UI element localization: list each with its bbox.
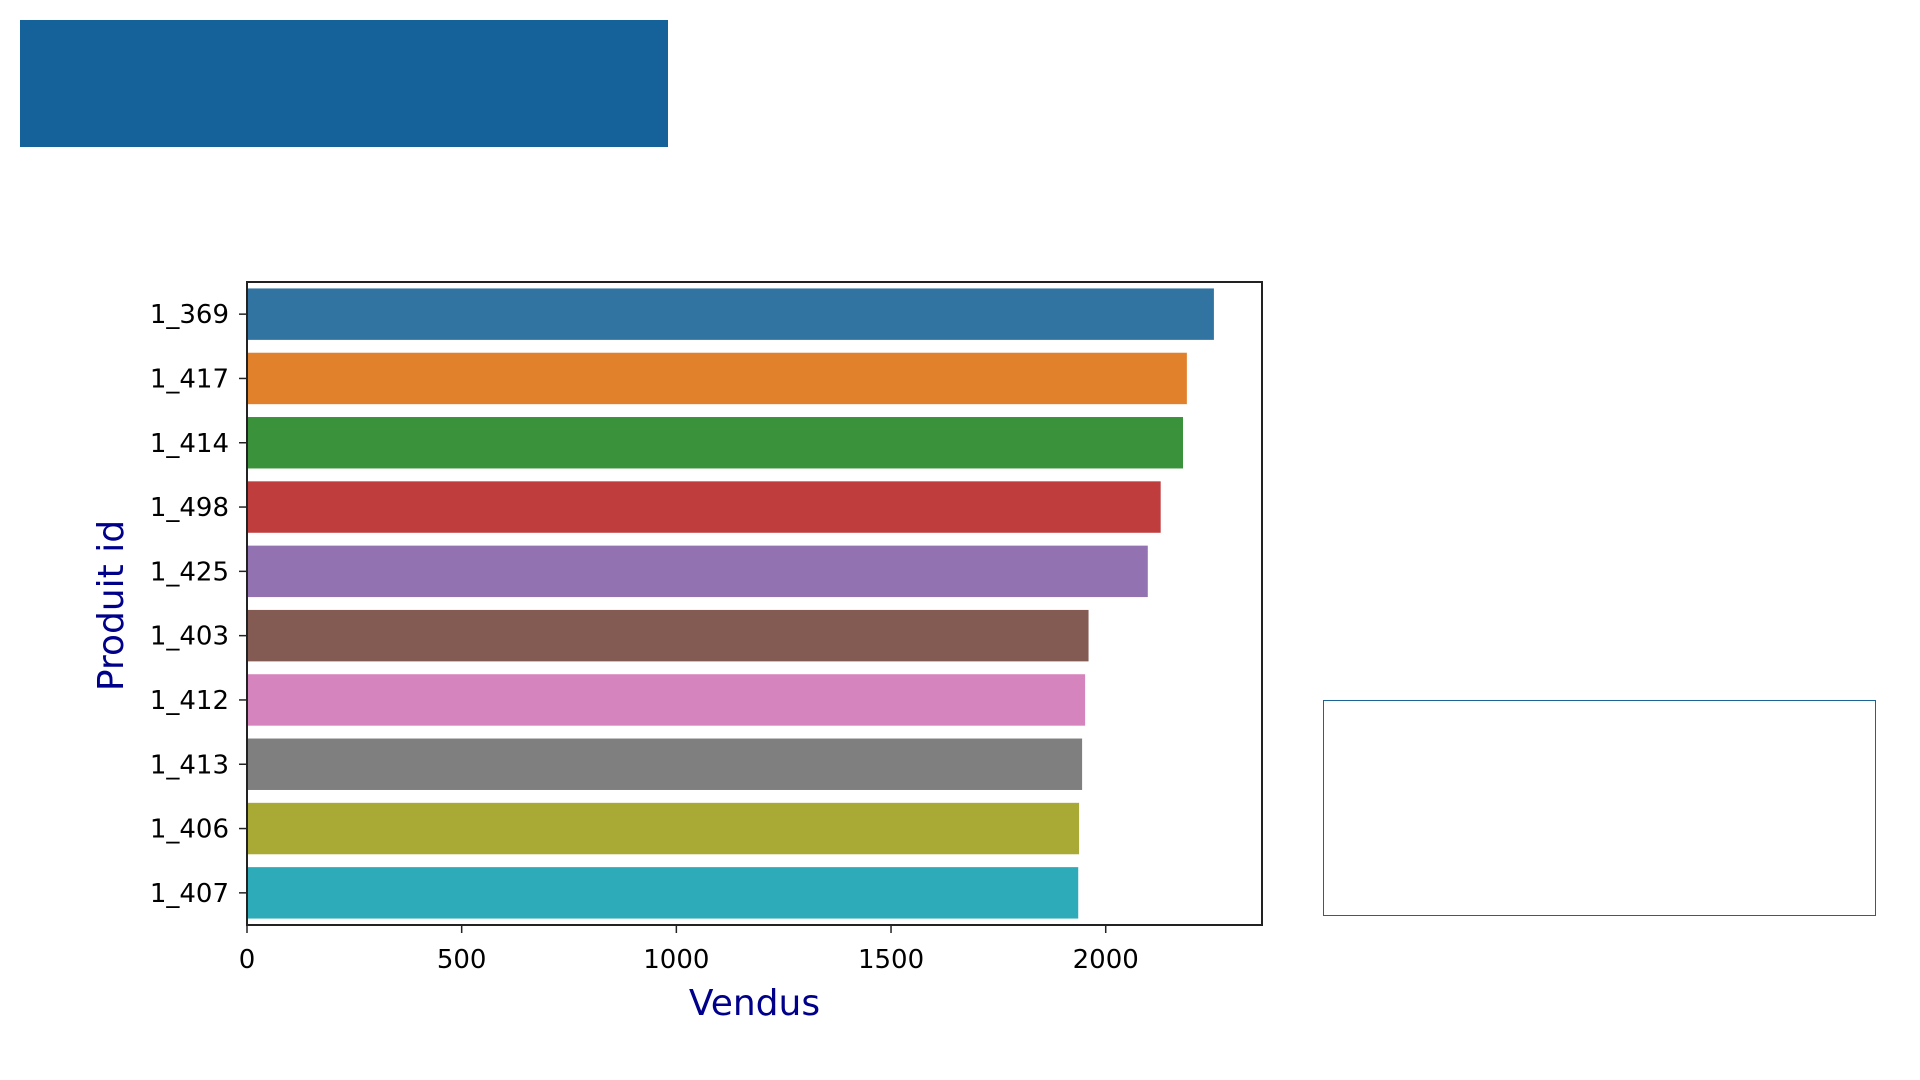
y-tick-label: 1_407 <box>150 879 229 909</box>
y-tick-label: 1_403 <box>150 622 229 652</box>
y-tick-label: 1_406 <box>150 815 229 845</box>
y-tick-label: 1_498 <box>150 493 229 523</box>
x-tick-label: 500 <box>437 945 487 975</box>
bar-1_498 <box>247 481 1161 533</box>
y-axis: 1_369 1_417 1_414 1_498 1_425 1_403 1_412 1_413… <box>150 300 247 909</box>
bar-1_407 <box>247 867 1079 919</box>
bar-1_413 <box>247 738 1083 790</box>
x-axis: 0 500 1000 1500 2000 <box>239 925 1139 975</box>
bar-1_406 <box>247 802 1080 855</box>
bar-1_417 <box>247 352 1187 405</box>
title-banner <box>20 20 668 147</box>
y-tick-label: 1_417 <box>150 364 229 394</box>
bar-1_414 <box>247 417 1183 469</box>
y-tick-label: 1_413 <box>150 750 229 780</box>
bar-1_412 <box>247 674 1086 726</box>
bar-1_403 <box>247 609 1089 662</box>
x-tick-label: 0 <box>239 945 256 975</box>
plot-frame <box>246 281 1263 926</box>
bar-1_369 <box>247 288 1214 340</box>
y-tick-label: 1_412 <box>150 686 229 716</box>
text-box <box>1323 700 1876 916</box>
x-tick-label: 1000 <box>643 945 709 975</box>
y-axis-title: Produit id <box>91 520 132 691</box>
bars-layer <box>247 288 1214 919</box>
x-tick-label: 1500 <box>858 945 924 975</box>
y-tick-label: 1_414 <box>150 429 229 459</box>
bar-1_425 <box>247 545 1148 598</box>
y-tick-label: 1_369 <box>150 300 229 330</box>
x-tick-label: 2000 <box>1073 945 1139 975</box>
y-tick-label: 1_425 <box>150 557 229 587</box>
x-axis-title: Vendus <box>689 983 820 1024</box>
